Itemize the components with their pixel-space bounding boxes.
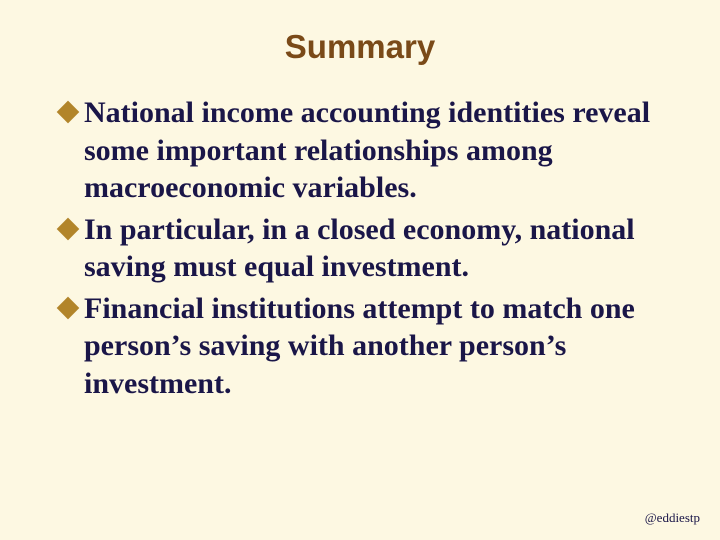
slide: Summary National income accounting ident… bbox=[0, 0, 720, 540]
list-item: Financial institutions attempt to match … bbox=[60, 290, 672, 403]
footer-handle: @eddiestp bbox=[645, 510, 700, 526]
bullet-diamond-icon bbox=[57, 217, 80, 240]
bullet-diamond-icon bbox=[57, 296, 80, 319]
list-item: National income accounting identities re… bbox=[60, 94, 672, 207]
bullet-text: In particular, in a closed economy, nati… bbox=[84, 211, 672, 286]
bullet-list: National income accounting identities re… bbox=[48, 94, 672, 402]
bullet-text: National income accounting identities re… bbox=[84, 94, 672, 207]
list-item: In particular, in a closed economy, nati… bbox=[60, 211, 672, 286]
slide-title: Summary bbox=[48, 28, 672, 66]
bullet-text: Financial institutions attempt to match … bbox=[84, 290, 672, 403]
bullet-diamond-icon bbox=[57, 101, 80, 124]
